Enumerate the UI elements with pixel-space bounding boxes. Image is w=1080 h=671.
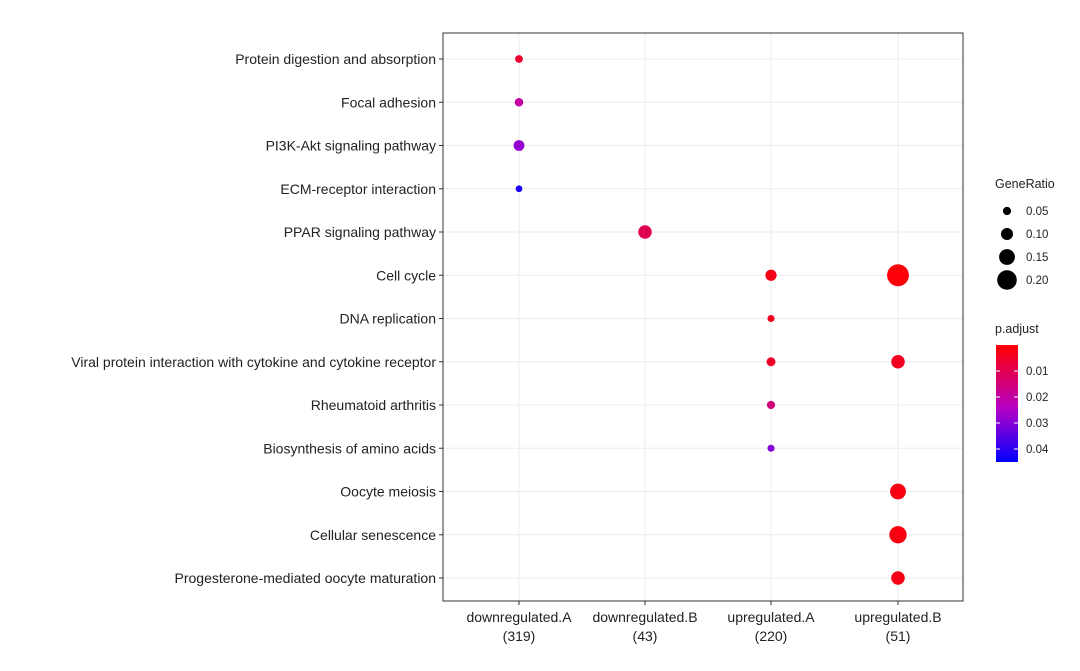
- plot-panel-border: [442, 32, 964, 602]
- data-point-upregulated-b-progesterone-mediated-oocyte-maturation: [891, 571, 905, 585]
- x-axis: downregulated.A (319) downregulated.B (43) u…: [466, 601, 942, 644]
- p-adjust-legend-label-3: 0.04: [1026, 444, 1049, 456]
- gene-ratio-legend: GeneRatio 0.05 0.10 0.15 0.20: [995, 177, 1055, 290]
- data-point-upregulated-b-oocyte-meiosis: [890, 483, 906, 500]
- data-point-downregulated-a-pi3k-akt-signaling-pathway: [513, 140, 525, 151]
- y-tick-label-pi3k-akt-signaling-pathway: PI3K-Akt signaling pathway: [266, 138, 436, 154]
- gene-ratio-legend-key-2: [999, 249, 1015, 265]
- gene-ratio-legend-label-2: 0.15: [1026, 252, 1048, 264]
- gene-ratio-legend-label-3: 0.20: [1026, 275, 1048, 287]
- gene-ratio-legend-key-1: [1001, 228, 1013, 240]
- data-point-upregulated-b-cell-cycle: [887, 264, 909, 287]
- gene-ratio-legend-key-0: [1002, 206, 1012, 216]
- y-tick-label-rheumatoid-arthritis: Rheumatoid arthritis: [311, 397, 436, 413]
- gene-ratio-legend-key-3: [997, 270, 1017, 290]
- data-point-upregulated-a-cell-cycle: [765, 269, 777, 281]
- data-point-upregulated-b-cellular-senescence: [889, 526, 907, 544]
- y-tick-label-cellular-senescence: Cellular senescence: [310, 527, 436, 543]
- data-point-upregulated-a-dna-replication: [767, 314, 775, 323]
- x-tick-label-upregulated-b: upregulated.B: [854, 609, 941, 625]
- gene-ratio-legend-label-1: 0.10: [1026, 229, 1048, 241]
- p-adjust-legend-title: p.adjust: [995, 322, 1039, 336]
- p-adjust-legend-label-2: 0.03: [1026, 418, 1048, 430]
- p-adjust-colorbar: [996, 345, 1018, 462]
- y-tick-label-ecm-receptor-interaction: ECM-receptor interaction: [280, 181, 436, 197]
- x-tick-count-downregulated-b: (43): [633, 628, 658, 644]
- data-point-upregulated-a-rheumatoid-arthritis: [766, 400, 776, 410]
- data-point-upregulated-a-biosynthesis-of-amino-acids: [767, 444, 775, 452]
- y-tick-label-dna-replication: DNA replication: [340, 311, 437, 327]
- data-point-downregulated-a-ecm-receptor-interaction: [515, 185, 523, 193]
- gene-ratio-legend-label-0: 0.05: [1026, 206, 1048, 218]
- y-axis: Protein digestion and absorption Focal ad…: [71, 51, 443, 586]
- y-tick-label-cell-cycle: Cell cycle: [376, 267, 436, 283]
- p-adjust-legend-label-0: 0.01: [1026, 366, 1048, 378]
- p-adjust-legend: p.adjust 0.01 0.02 0.03 0.04: [995, 322, 1049, 462]
- y-tick-label-biosynthesis-of-amino-acids: Biosynthesis of amino acids: [263, 440, 436, 456]
- y-tick-label-ppar-signaling-pathway: PPAR signaling pathway: [284, 224, 436, 240]
- x-tick-label-downregulated-a: downregulated.A: [466, 609, 572, 625]
- x-tick-count-upregulated-b: (51): [886, 628, 911, 644]
- data-point-downregulated-a-focal-adhesion: [514, 97, 524, 107]
- data-point-downregulated-b-ppar-signaling-pathway: [638, 225, 652, 239]
- p-adjust-legend-label-1: 0.02: [1026, 392, 1048, 404]
- y-tick-label-oocyte-meiosis: Oocyte meiosis: [340, 484, 436, 500]
- data-point-upregulated-b-viral-protein-interaction-with-cytokine-and-cytokine-receptor: [891, 354, 905, 369]
- grid-lines: [443, 33, 963, 601]
- x-tick-count-upregulated-a: (220): [755, 628, 788, 644]
- x-tick-count-downregulated-a: (319): [503, 628, 536, 644]
- x-tick-label-upregulated-a: upregulated.A: [727, 609, 815, 625]
- data-point-upregulated-a-viral-protein-interaction-with-cytokine-and-cytokine-receptor: [766, 357, 776, 367]
- y-tick-label-focal-adhesion: Focal adhesion: [341, 94, 436, 110]
- data-point-downregulated-a-protein-digestion-and-absorption: [515, 55, 523, 63]
- x-tick-label-downregulated-b: downregulated.B: [592, 609, 697, 625]
- y-tick-label-protein-digestion-and-absorption: Protein digestion and absorption: [235, 51, 436, 67]
- gene-ratio-legend-title: GeneRatio: [995, 177, 1055, 191]
- data-points: [513, 55, 909, 585]
- y-tick-label-progesterone-mediated-oocyte-maturation: Progesterone-mediated oocyte maturation: [175, 570, 436, 586]
- y-tick-label-viral-protein-interaction-with-cytokine-and-cytokine-receptor: Viral protein interaction with cytokine …: [71, 354, 436, 370]
